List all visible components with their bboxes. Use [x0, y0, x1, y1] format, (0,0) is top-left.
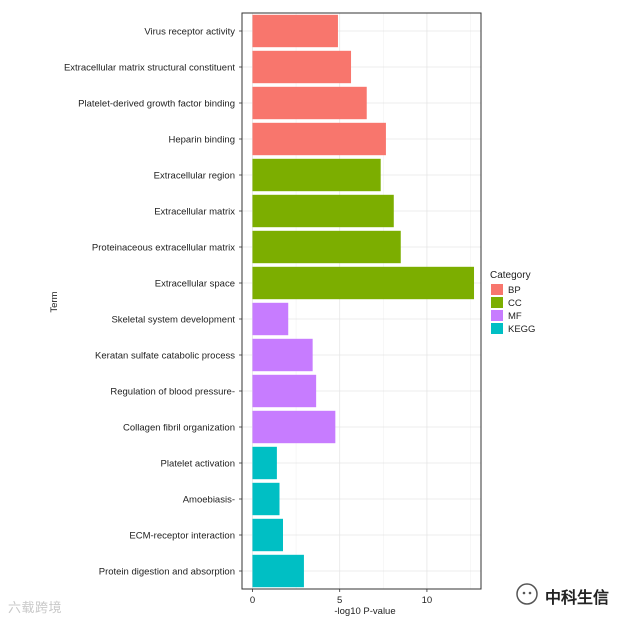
y-tick-label: Proteinaceous extracellular matrix — [92, 243, 235, 254]
watermark-right: 中科生信 — [545, 588, 610, 607]
legend-swatch-mf — [491, 310, 503, 321]
legend-label-mf: MF — [508, 311, 522, 322]
y-tick-label: Skeletal system development — [111, 315, 235, 326]
legend-swatch-bp — [491, 284, 503, 295]
legend-swatch-kegg — [491, 323, 503, 334]
bar-mf — [252, 338, 313, 372]
bar-cc — [252, 158, 381, 192]
y-tick-label: Platelet-derived growth factor binding — [78, 99, 235, 110]
bar-cc — [252, 230, 401, 264]
bar-bp — [252, 86, 367, 120]
bar-kegg — [252, 482, 280, 516]
y-tick-label: Collagen fibril organization — [123, 423, 235, 434]
y-axis-label: Term — [49, 291, 60, 312]
x-tick-label: 10 — [422, 595, 433, 606]
bar-kegg — [252, 554, 304, 588]
legend-swatch-cc — [491, 297, 503, 308]
y-tick-label: Extracellular space — [155, 279, 235, 290]
y-tick-label: Virus receptor activity — [144, 27, 235, 38]
bar-mf — [252, 410, 336, 444]
bars — [252, 14, 475, 588]
x-tick-label: 5 — [337, 595, 342, 606]
legend-label-kegg: KEGG — [508, 324, 535, 335]
y-tick-labels: Virus receptor activity Extracellular mat… — [64, 27, 242, 578]
y-tick-label: Regulation of blood pressure- — [110, 387, 235, 398]
bar-mf — [252, 302, 289, 336]
y-tick-label: Extracellular matrix — [154, 207, 235, 218]
y-tick-label: Amoebiasis- — [183, 495, 235, 506]
bar-bp — [252, 122, 386, 156]
x-axis-label: -log10 P-value — [334, 606, 395, 617]
legend-label-bp: BP — [508, 285, 521, 296]
bar-kegg — [252, 446, 277, 480]
y-tick-label: Extracellular matrix structural constitu… — [64, 63, 235, 74]
y-tick-label: Keratan sulfate catabolic process — [95, 351, 235, 362]
bar-mf — [252, 374, 317, 408]
wechat-icon — [516, 583, 538, 605]
y-tick-label: Heparin binding — [168, 135, 235, 146]
y-tick-label: Extracellular region — [154, 171, 235, 182]
plot-panel-border — [241, 12, 482, 590]
bar-kegg — [252, 518, 283, 552]
bar-bp — [252, 50, 352, 84]
x-tick-label: 0 — [250, 595, 255, 606]
y-tick-label: ECM-receptor interaction — [129, 531, 235, 542]
bar-cc — [252, 194, 394, 228]
watermark-left: 六载跨境 — [8, 601, 63, 616]
y-tick-label: Platelet activation — [161, 459, 235, 470]
bar-bp — [252, 14, 338, 48]
y-tick-label: Protein digestion and absorption — [99, 567, 235, 578]
legend: Category BP CC MF KEGG — [490, 270, 535, 335]
legend-label-cc: CC — [508, 298, 522, 309]
bar-cc — [252, 266, 475, 300]
legend-title: Category — [490, 270, 531, 281]
x-ticks: 0 5 10 — [250, 589, 432, 606]
